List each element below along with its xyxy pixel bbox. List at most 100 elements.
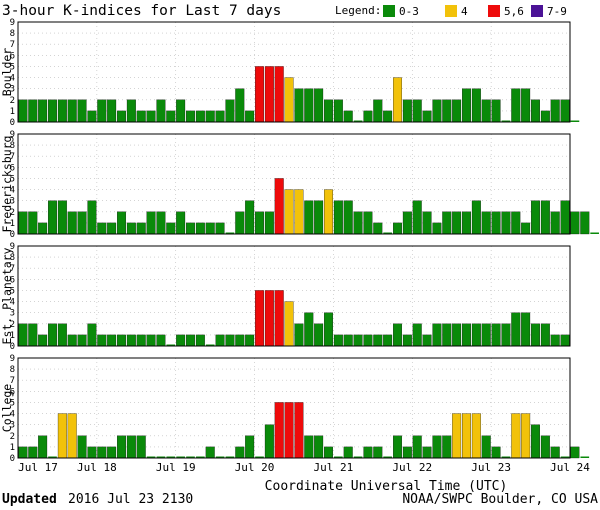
k-index-bar xyxy=(481,99,491,123)
k-index-bar xyxy=(28,99,38,123)
k-index-bar xyxy=(264,66,274,123)
k-index-bar xyxy=(324,312,333,347)
k-index-bar xyxy=(442,323,452,347)
k-index-bar xyxy=(245,334,255,347)
y-tick-label: 3 xyxy=(10,85,15,95)
k-index-bar xyxy=(126,334,136,347)
y-tick-label: 3 xyxy=(10,197,15,207)
k-index-bar xyxy=(501,211,511,235)
k-index-bar xyxy=(462,88,471,123)
k-index-bar xyxy=(560,334,570,347)
k-index-bar xyxy=(531,200,540,235)
k-index-bar xyxy=(353,334,363,347)
k-index-bar xyxy=(442,99,452,123)
k-index-bar xyxy=(57,200,67,235)
y-tick-label: 5 xyxy=(10,398,15,408)
k-index-bar xyxy=(156,211,166,235)
k-index-bar xyxy=(393,323,402,347)
k-index-bar xyxy=(333,334,343,347)
k-index-bar xyxy=(521,88,531,123)
k-index-bar xyxy=(373,334,383,347)
k-index-bar xyxy=(18,323,28,347)
k-index-bar xyxy=(343,334,353,347)
k-index-bar xyxy=(235,334,245,347)
k-index-bar xyxy=(521,312,531,347)
y-tick-label: 0 xyxy=(10,230,15,240)
k-index-bar xyxy=(215,456,225,458)
k-index-bar xyxy=(117,435,126,459)
k-index-bar xyxy=(412,435,422,459)
x-tick-label: Jul 24 xyxy=(550,461,590,474)
k-index-bar xyxy=(284,77,294,123)
k-index-bar xyxy=(205,222,215,235)
y-tick-label: 2 xyxy=(10,320,15,330)
k-index-bar xyxy=(156,456,166,458)
y-tick-label: 0 xyxy=(10,118,15,128)
k-index-bar xyxy=(57,413,67,459)
k-index-bar xyxy=(146,211,156,235)
k-index-bar xyxy=(48,200,57,235)
k-index-bar xyxy=(531,99,540,123)
k-index-bar xyxy=(531,424,540,459)
k-index-bar xyxy=(294,189,304,235)
k-index-bar xyxy=(166,456,176,458)
k-index-bar xyxy=(97,334,107,347)
k-index-bar xyxy=(432,222,442,235)
k-index-bar xyxy=(67,99,77,123)
k-index-bar xyxy=(511,413,521,459)
k-index-bar xyxy=(383,110,393,123)
k-index-bar xyxy=(186,334,195,347)
k-index-bar xyxy=(264,424,274,459)
k-index-bar xyxy=(580,456,590,458)
y-tick-label: 5 xyxy=(10,286,15,296)
k-index-bar xyxy=(97,446,107,459)
k-index-bar xyxy=(570,211,580,235)
k-index-bar xyxy=(136,334,146,347)
k-index-bar xyxy=(136,435,146,459)
k-index-bar xyxy=(126,222,136,235)
y-tick-label: 8 xyxy=(10,29,15,39)
k-index-bar xyxy=(97,99,107,123)
y-tick-label: 9 xyxy=(10,18,15,28)
y-tick-label: 3 xyxy=(10,309,15,319)
y-tick-label: 5 xyxy=(10,62,15,72)
k-index-bar xyxy=(77,99,87,123)
k-index-bar xyxy=(501,323,511,347)
k-index-bar xyxy=(363,110,373,123)
k-index-bar xyxy=(274,290,284,347)
k-index-bar xyxy=(195,110,205,123)
k-index-bar xyxy=(294,323,304,347)
k-index-bar xyxy=(255,211,264,235)
k-index-bar xyxy=(491,211,501,235)
k-index-bar xyxy=(491,323,501,347)
k-index-bar xyxy=(225,334,235,347)
k-index-bar xyxy=(422,110,432,123)
x-tick-label: Jul 20 xyxy=(235,461,275,474)
y-tick-label: 1 xyxy=(10,443,15,453)
y-tick-label: 9 xyxy=(10,354,15,364)
k-index-bar xyxy=(442,211,452,235)
k-index-bar xyxy=(196,456,205,458)
k-index-bar xyxy=(18,446,28,459)
updated-value: 2016 Jul 23 2130 xyxy=(68,492,193,507)
y-tick-label: 4 xyxy=(10,186,15,196)
k-index-bar xyxy=(48,456,57,458)
legend-entry: 7-9 xyxy=(547,5,567,18)
k-index-bar xyxy=(452,99,462,123)
k-index-bar xyxy=(422,446,432,459)
y-tick-label: 7 xyxy=(10,264,15,274)
k-index-bar xyxy=(422,211,432,235)
y-tick-label: 9 xyxy=(10,130,15,140)
k-index-bar xyxy=(245,110,255,123)
k-index-bar xyxy=(294,402,304,459)
k-index-bar xyxy=(580,211,590,235)
k-index-bar xyxy=(412,200,422,235)
y-tick-label: 6 xyxy=(10,163,15,173)
x-axis-label: Coordinate Universal Time (UTC) xyxy=(265,479,508,494)
legend-entry: 0-3 xyxy=(399,5,419,18)
chart-title: 3-hour K-indices for Last 7 days xyxy=(2,3,281,19)
k-index-bar xyxy=(235,88,245,123)
k-index-bar xyxy=(77,334,87,347)
